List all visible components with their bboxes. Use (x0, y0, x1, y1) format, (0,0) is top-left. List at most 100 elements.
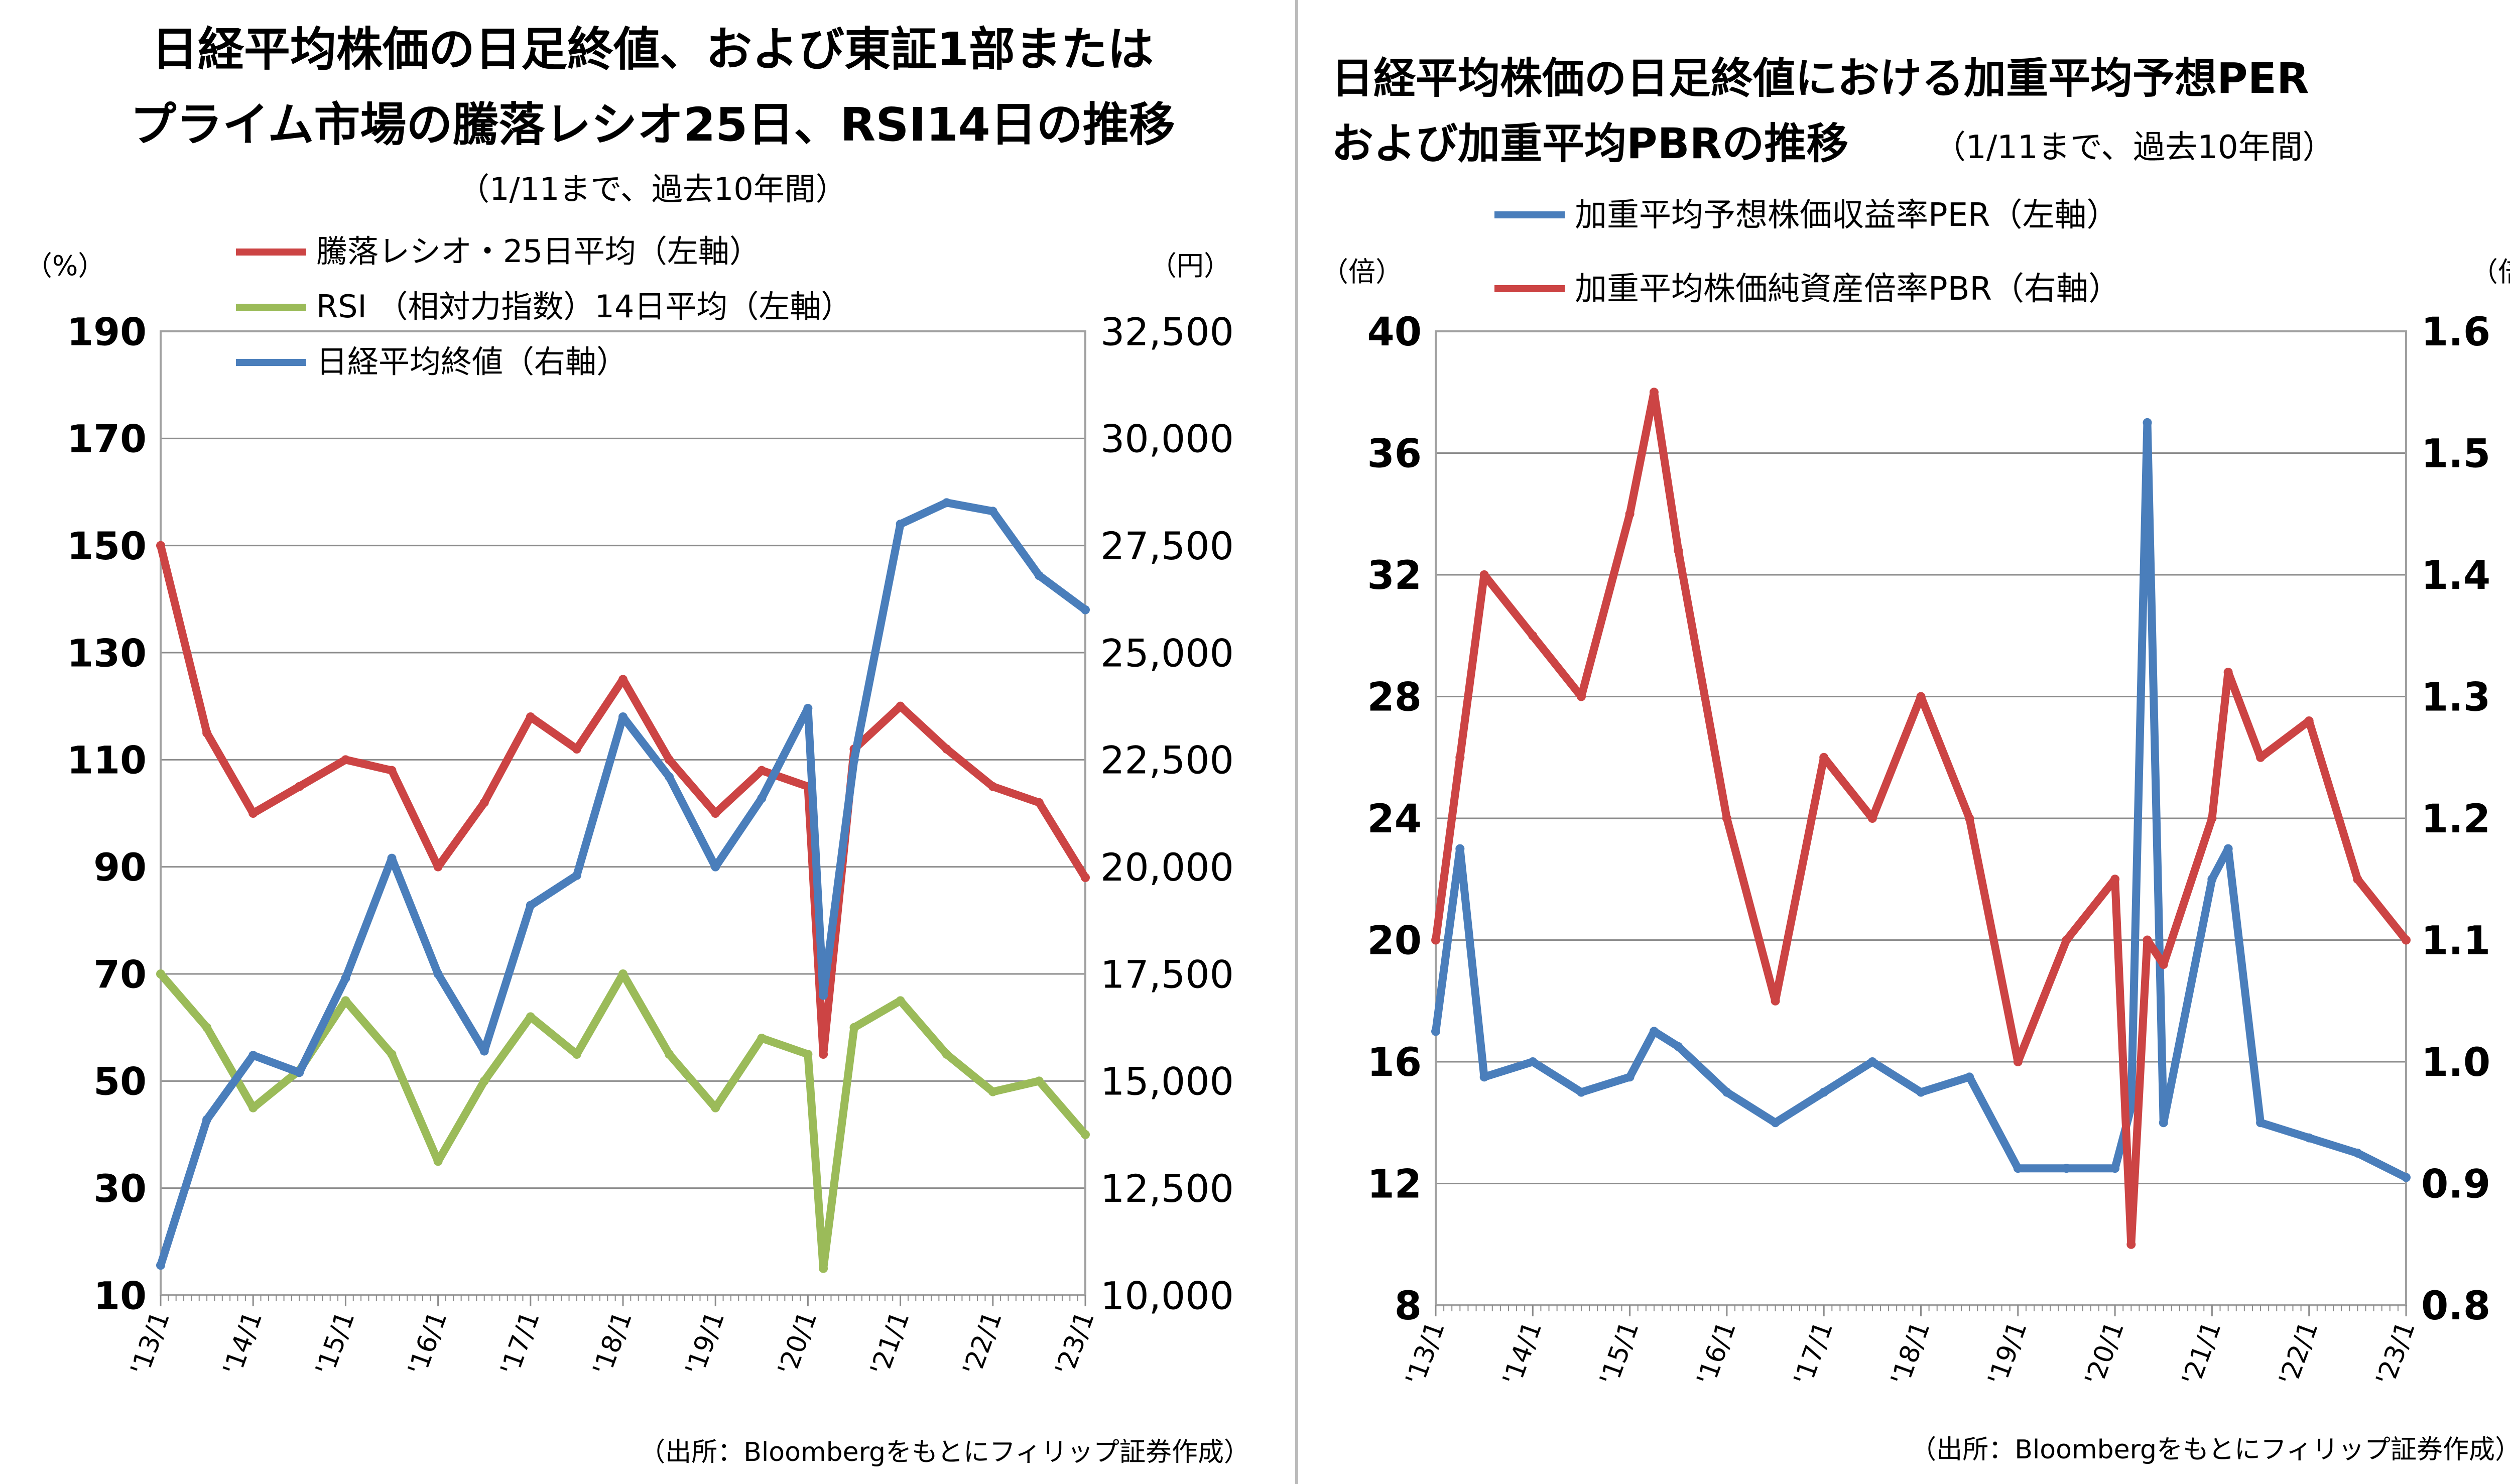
y-tick-label-right: 12,500 (1100, 1166, 1234, 1211)
data-point (1479, 1072, 1489, 1082)
data-point (1034, 798, 1044, 807)
x-tick-labels: '13/1'14/1'15/1'16/1'17/1'18/1'19/1'20/1… (125, 1295, 1100, 1380)
y-tick-label-left: 70 (93, 952, 147, 997)
data-point (2304, 716, 2314, 725)
data-point (896, 701, 905, 711)
series-line-0 (1432, 418, 2410, 1182)
right-chart-svg: 日経平均株価の日足終値における加重平均予想PER および加重平均PBRの推移 （… (1321, 54, 2510, 1465)
x-tick-label: '14/1 (217, 1307, 268, 1380)
y-tick-label-right: 1.4 (2421, 553, 2490, 598)
right-chart-panel: 日経平均株価の日足終値における加重平均予想PER および加重平均PBRの推移 （… (1301, 0, 2510, 1484)
left-title-line2: プライム市場の騰落レシオ25日、RSI14日の推移 (130, 98, 1175, 152)
data-point (2256, 753, 2266, 762)
data-point (1867, 1057, 1877, 1066)
data-point (849, 755, 859, 765)
x-tick-label: '17/1 (495, 1307, 546, 1380)
data-point (2143, 935, 2152, 945)
data-point (387, 766, 397, 775)
left-plot-frame (160, 330, 1086, 1296)
x-tick-labels: '13/1'14/1'15/1'16/1'17/1'18/1'19/1'20/1… (1400, 1305, 2421, 1390)
data-point (2223, 668, 2233, 677)
per-axis-unit: （倍） (1321, 256, 1403, 288)
data-point (1649, 388, 1659, 397)
data-point (2126, 1240, 2136, 1249)
data-point (156, 541, 165, 550)
data-point (665, 755, 674, 765)
y-tick-label-right: 17,500 (1100, 952, 1234, 997)
x-tick-label: '13/1 (125, 1307, 176, 1380)
data-point (156, 969, 165, 978)
data-point (942, 1050, 951, 1059)
y-tick-label-left: 10 (93, 1273, 147, 1318)
data-point (665, 772, 674, 782)
right-y-tick-labels: 32,500 30,000 27,500 25,000 22,500 20,000 17,5… (1100, 309, 1234, 1318)
data-point (526, 901, 535, 910)
data-point (2402, 935, 2411, 945)
data-point (572, 745, 581, 754)
legend-label-rsi: RSI （相対力指数）14日平均（左軸） (316, 288, 852, 325)
y-tick-label-right: 22,500 (1100, 738, 1234, 783)
data-point (433, 969, 443, 978)
y-tick-label-left: 170 (67, 417, 147, 461)
data-point (2207, 814, 2217, 823)
y-tick-label-left: 8 (1395, 1284, 1422, 1329)
data-point (1771, 996, 1780, 1006)
y-tick-label-left: 12 (1367, 1162, 1422, 1207)
data-point (1625, 509, 1635, 519)
data-point (896, 996, 905, 1006)
data-point (1722, 1087, 1731, 1097)
data-point (156, 1261, 165, 1270)
y-tick-label-right: 30,000 (1100, 417, 1234, 461)
y-tick-label-left: 50 (93, 1059, 147, 1104)
data-point (387, 853, 397, 863)
data-point (248, 809, 258, 818)
y-tick-label-right: 25,000 (1100, 631, 1234, 675)
y-tick-label-left: 24 (1367, 797, 1422, 842)
data-point (711, 1103, 720, 1112)
data-point (988, 507, 997, 516)
data-point (2062, 1164, 2071, 1173)
data-point (202, 728, 212, 737)
data-point (711, 862, 720, 872)
data-point (341, 996, 350, 1006)
data-point (479, 798, 489, 807)
left-title-line1: 日経平均株価の日足終値、および東証1部または (152, 23, 1154, 76)
legend-label-nikkei: 日経平均終値（右軸） (316, 343, 628, 380)
legend-label-advance-decline: 騰落レシオ・25日平均（左軸） (316, 233, 761, 270)
data-point (248, 1051, 258, 1060)
y-tick-label-right: 1.0 (2421, 1040, 2490, 1085)
data-point (341, 973, 350, 983)
right-title-line1: 日経平均株価の日足終値における加重平均予想PER (1331, 54, 2309, 103)
x-tick-label: '22/1 (2274, 1317, 2324, 1390)
data-point (1455, 753, 1465, 762)
x-tick-label: '20/1 (2079, 1317, 2130, 1390)
data-point (2402, 1173, 2411, 1182)
data-point (387, 1050, 397, 1059)
x-tick-label: '17/1 (1788, 1317, 1839, 1390)
data-point (1867, 814, 1877, 823)
data-point (2110, 1164, 2120, 1173)
pbr-y-tick-labels: 1.6 1.5 1.4 1.3 1.2 1.1 1.0 0.9 0.8 (2421, 310, 2490, 1329)
data-point (202, 1023, 212, 1032)
y-tick-label-left: 32 (1367, 553, 1422, 598)
data-point (479, 1076, 489, 1086)
data-point (1479, 570, 1489, 579)
data-point (1081, 605, 1090, 614)
x-tick-label: '23/1 (2370, 1317, 2421, 1390)
data-point (295, 782, 304, 791)
y-tick-label-left: 28 (1367, 675, 1422, 720)
data-point (757, 794, 767, 803)
data-point (1916, 1087, 1926, 1097)
data-point (1576, 692, 1586, 701)
data-point (1916, 692, 1926, 701)
right-series-group (1431, 388, 2411, 1249)
y-tick-label-right: 1.1 (2421, 919, 2490, 964)
left-chart-panel: 日経平均株価の日足終値、および東証1部または プライム市場の騰落レシオ25日、R… (25, 0, 1298, 1484)
data-point (819, 991, 828, 1000)
data-point (1674, 1042, 1683, 1051)
data-point (803, 703, 813, 713)
data-point (665, 1050, 674, 1059)
data-point (2062, 935, 2071, 945)
data-point (849, 1023, 859, 1032)
y-tick-label-right: 10,000 (1100, 1273, 1234, 1318)
